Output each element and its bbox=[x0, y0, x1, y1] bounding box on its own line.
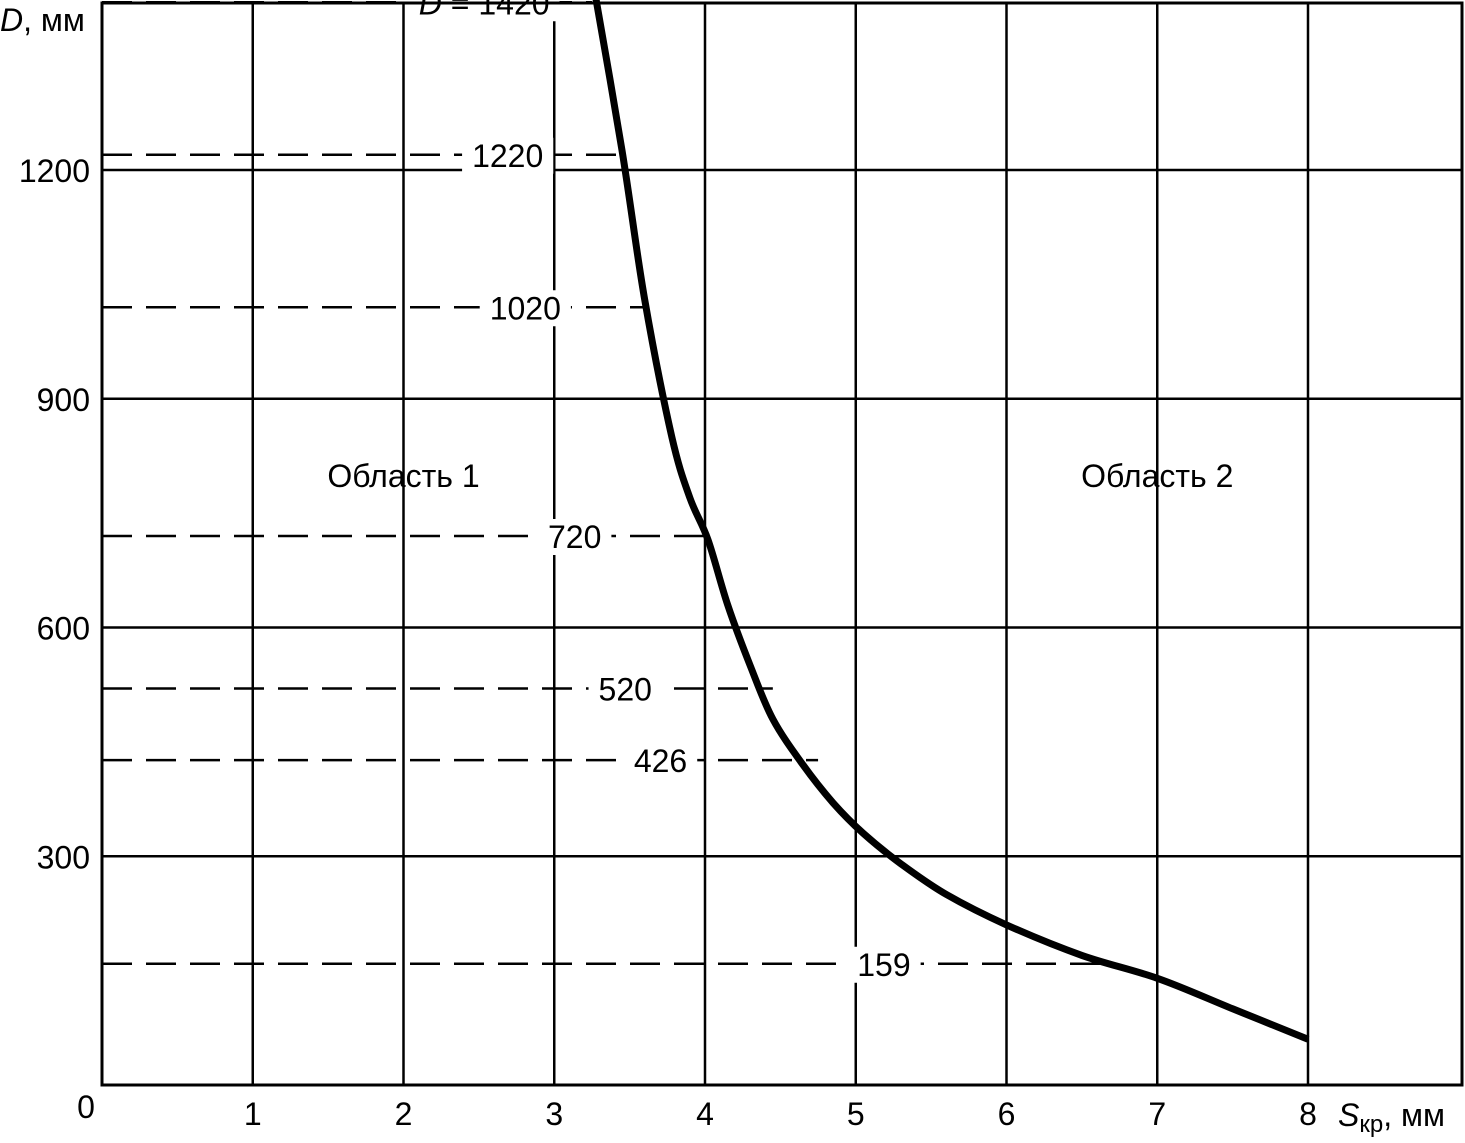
plot-frame bbox=[100, 1, 1464, 1087]
x-tick-label-4: 4 bbox=[696, 1096, 714, 1132]
tick-labels: 1 2 3 4 5 6 7 8 300 600 900 1200 bbox=[19, 153, 1317, 1132]
y-tick-label-600: 600 bbox=[37, 611, 90, 647]
reference-label-bg-1220 bbox=[462, 137, 554, 174]
reference-label-426: 426 bbox=[634, 743, 687, 779]
x-tick-label-1: 1 bbox=[244, 1096, 262, 1132]
x-tick-label-2: 2 bbox=[395, 1096, 413, 1132]
x-tick-label-5: 5 bbox=[847, 1096, 865, 1132]
x-axis-label-unit: , мм bbox=[1383, 1097, 1445, 1133]
reference-label-1420: D = 1420 bbox=[419, 0, 550, 21]
x-tick-label-6: 6 bbox=[998, 1096, 1016, 1132]
y-axis-label-main: D bbox=[0, 2, 23, 38]
x-tick-label-8: 8 bbox=[1299, 1096, 1317, 1132]
reference-label-720: 720 bbox=[548, 519, 601, 555]
x-axis-label: Sкр, мм bbox=[1338, 1097, 1445, 1138]
reference-label-value: = 1420 bbox=[442, 0, 550, 21]
x-tick-label-7: 7 bbox=[1148, 1096, 1166, 1132]
y-axis-label-unit: , мм bbox=[23, 2, 85, 38]
x-axis-label-sub: кр bbox=[1359, 1111, 1383, 1138]
region-label-1: Область 1 bbox=[327, 458, 479, 494]
plot-border bbox=[100, 1, 1464, 1087]
reference-label-1020: 1020 bbox=[490, 290, 561, 326]
y-tick-label-300: 300 bbox=[37, 839, 90, 875]
reference-label-520: 520 bbox=[599, 672, 652, 708]
reference-label-159: 159 bbox=[857, 947, 910, 983]
reference-label-bg-520 bbox=[588, 671, 662, 708]
y-tick-label-1200: 1200 bbox=[19, 153, 90, 189]
curve bbox=[592, 0, 1310, 1043]
reference-label-1220: 1220 bbox=[472, 138, 543, 174]
y-axis-label: D, мм bbox=[0, 2, 85, 38]
reference-label-bg-426 bbox=[623, 743, 698, 780]
reference-label-prefix: D bbox=[419, 0, 442, 21]
x-tick-label-3: 3 bbox=[545, 1096, 563, 1132]
y-tick-label-900: 900 bbox=[37, 382, 90, 418]
annotations: Область 1 Область 2 bbox=[327, 458, 1233, 494]
x-axis-label-main: S bbox=[1338, 1097, 1359, 1133]
series-line-0 bbox=[592, 0, 1310, 1043]
reference-label-bg-1020 bbox=[479, 290, 571, 327]
reference-label-bg-1420 bbox=[408, 0, 560, 22]
reference-label-bg-159 bbox=[847, 946, 921, 983]
reference-label-bg-720 bbox=[537, 519, 612, 555]
origin-label: 0 bbox=[77, 1089, 95, 1125]
region-label-2: Область 2 bbox=[1081, 458, 1233, 494]
grid-lines bbox=[102, 3, 1462, 1085]
